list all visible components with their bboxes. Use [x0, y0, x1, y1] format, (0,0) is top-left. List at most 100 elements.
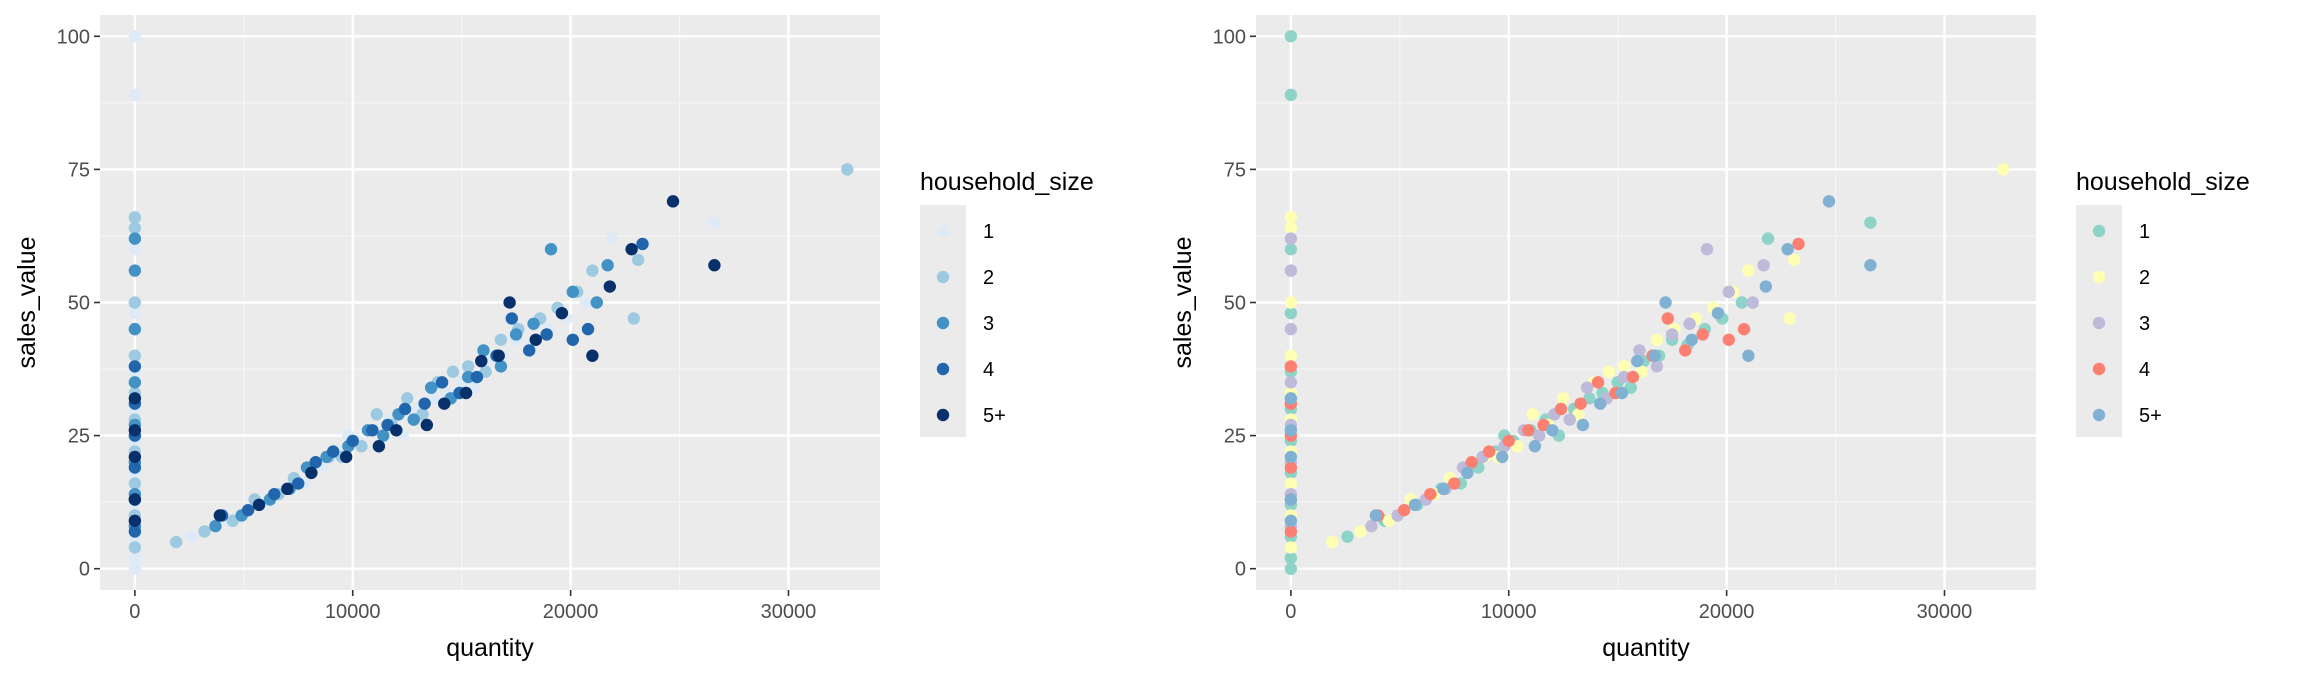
data-point-household-3 [1746, 296, 1759, 309]
data-point-household-4 [1284, 525, 1298, 538]
data-point-household-3 [128, 376, 142, 389]
legend-label: 4 [2139, 359, 2150, 381]
data-point-household-1 [579, 296, 593, 309]
data-point-household-2 [1526, 408, 1539, 421]
data-point-household-2 [1783, 312, 1796, 325]
data-point-household-3 [477, 344, 490, 357]
data-point-household-5+ [1496, 450, 1509, 464]
data-point-household-1 [1284, 88, 1298, 102]
data-point-household-3 [209, 519, 222, 533]
data-point-household-3 [544, 243, 558, 256]
data-point-household-4 [398, 402, 412, 416]
data-point-household-1 [1284, 306, 1298, 320]
data-point-household-5+ [252, 498, 266, 512]
legend-title: household_size [920, 168, 1094, 196]
data-point-household-3 [128, 264, 142, 277]
data-point-household-1 [1864, 216, 1877, 229]
legend-key-3 [936, 316, 950, 330]
data-point-household-2 [1284, 211, 1298, 224]
data-point-household-3 [590, 296, 603, 309]
data-point-household-2 [1284, 296, 1298, 309]
data-point-household-3 [1650, 360, 1664, 373]
data-point-household-2 [128, 221, 142, 235]
data-point-household-5+ [1685, 333, 1698, 346]
data-point-household-5+ [1284, 493, 1298, 506]
data-point-household-2 [1602, 365, 1616, 378]
y-tick-label: 100 [57, 26, 90, 48]
data-point-household-4 [1397, 503, 1411, 517]
data-point-household-4 [128, 360, 142, 373]
scatter-panel-2: 0 10000 20000 30000 0 25 50 75 100 quantity sales_… [1169, 15, 2250, 662]
y-tick-label: 50 [68, 293, 90, 315]
data-point-household-2 [627, 312, 640, 325]
data-point-household-4 [1448, 477, 1461, 490]
data-point-household-3 [1563, 413, 1576, 426]
data-point-household-5+ [1284, 424, 1298, 437]
y-tick-label: 25 [68, 426, 90, 448]
data-point-household-4 [418, 397, 431, 410]
data-point-household-5+ [1781, 243, 1794, 256]
data-point-household-4 [1502, 434, 1515, 448]
data-point-household-2 [1284, 349, 1298, 362]
legend-label: 2 [2139, 267, 2150, 289]
legend-label: 1 [983, 221, 994, 243]
data-point-household-4 [326, 445, 340, 458]
data-point-household-5+ [281, 482, 294, 496]
x-tick-label: 30000 [1917, 601, 1973, 623]
data-point-household-1 [1284, 30, 1298, 43]
data-point-household-3 [1665, 328, 1679, 341]
data-point-household-2 [1787, 253, 1801, 267]
y-tick-label: 75 [1224, 159, 1246, 181]
data-point-household-5+ [1528, 440, 1542, 453]
data-point-household-4 [1284, 360, 1298, 373]
data-point-household-4 [1284, 461, 1298, 474]
data-point-household-5+ [1648, 349, 1661, 362]
data-point-household-5+ [555, 306, 569, 320]
y-tick-label: 75 [68, 159, 90, 181]
data-point-household-1 [1284, 243, 1298, 256]
legend-key-2 [2092, 270, 2106, 284]
legend-key-3 [2092, 316, 2106, 330]
legend-label: 3 [2139, 313, 2150, 335]
data-point-household-1 [128, 243, 142, 256]
data-point-household-1 [185, 530, 198, 543]
data-point-household-2 [198, 525, 211, 538]
y-axis-title: sales_value [13, 236, 41, 368]
data-point-household-4 [636, 237, 649, 251]
data-point-household-2 [128, 211, 142, 224]
data-point-household-4 [1679, 344, 1692, 357]
data-point-household-3 [1580, 381, 1594, 394]
data-point-household-2 [1650, 333, 1664, 346]
data-point-household-4 [1465, 456, 1478, 469]
data-point-household-4 [128, 461, 142, 474]
scatter-panel-1: 0 10000 20000 30000 0 25 50 75 100 quantity sales_… [13, 15, 1094, 662]
data-point-household-1 [708, 216, 721, 229]
data-point-household-5+ [708, 259, 721, 272]
data-point-household-5+ [603, 280, 617, 293]
data-point-household-5+ [1284, 392, 1298, 405]
data-point-household-3 [1284, 376, 1298, 389]
data-point-household-5+ [1369, 509, 1383, 522]
y-tick-label: 50 [1224, 293, 1246, 315]
data-point-household-3 [494, 360, 508, 373]
data-point-household-5+ [420, 418, 434, 432]
data-point-household-4 [1522, 424, 1535, 437]
data-point-household-4 [1482, 445, 1496, 458]
data-point-household-5+ [1659, 296, 1672, 309]
data-point-household-5+ [503, 296, 516, 309]
legend-title: household_size [2076, 168, 2250, 196]
data-point-household-5+ [1576, 418, 1590, 432]
data-point-household-5+ [128, 514, 142, 527]
data-point-household-4 [505, 312, 518, 325]
data-point-household-3 [1757, 259, 1770, 272]
x-tick-label: 10000 [1481, 601, 1537, 623]
data-point-household-3 [1700, 243, 1714, 256]
data-point-household-2 [494, 333, 508, 346]
data-point-household-3 [1365, 519, 1378, 533]
x-tick-label: 20000 [1699, 601, 1755, 623]
y-tick-label: 100 [1213, 26, 1246, 48]
data-point-household-5+ [128, 392, 142, 405]
data-point-household-2 [1284, 221, 1298, 235]
data-point-household-4 [566, 333, 579, 346]
data-point-household-2 [370, 408, 383, 421]
